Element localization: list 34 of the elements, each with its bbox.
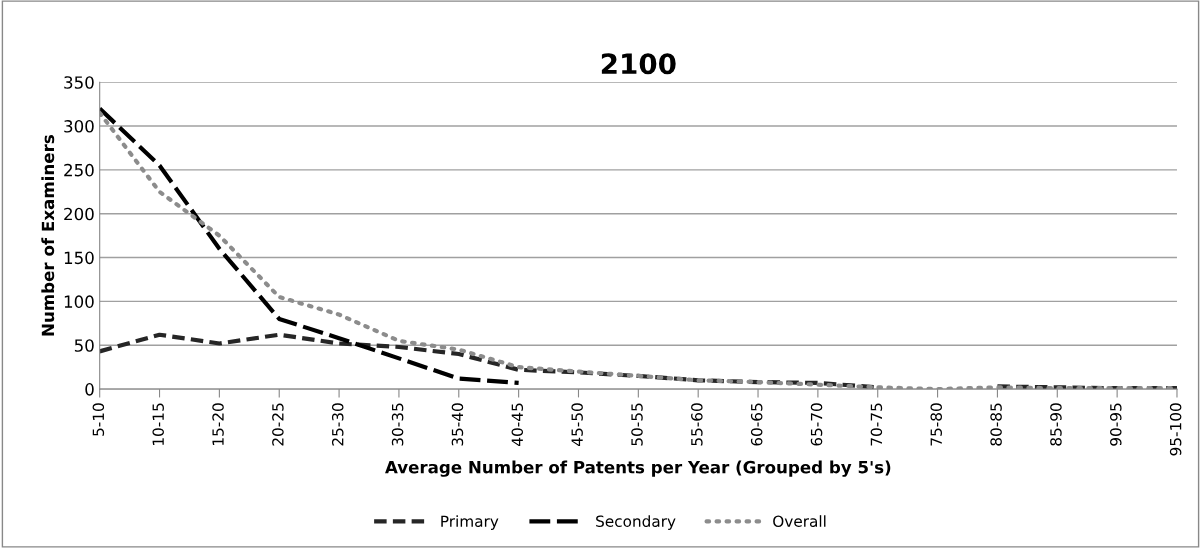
y-tick-label: 300 <box>64 120 94 133</box>
x-tick-label: 40-45 <box>511 403 524 446</box>
legend-label: Overall <box>773 515 826 527</box>
x-tick-label: 95-100 <box>1169 403 1182 456</box>
y-tick-label: 200 <box>64 207 94 221</box>
x-tick-label: 55-60 <box>691 403 703 446</box>
legend-label: Primary <box>441 515 499 530</box>
y-tick-label: 50 <box>74 339 94 352</box>
y-tick-label: 0 <box>85 383 94 396</box>
legend-label: Secondary <box>596 515 676 530</box>
x-tick-label: 60-65 <box>750 403 763 446</box>
x-tick-label: 75-80 <box>930 403 943 446</box>
y-tick-label: 100 <box>64 295 94 308</box>
x-tick-label: 70-75 <box>870 403 883 446</box>
x-tick-label: 30-35 <box>391 403 404 446</box>
x-tick-label: 15-20 <box>212 403 224 445</box>
x-axis-title: Average Number of Patents per Year (Grouped by 5's) <box>385 460 891 477</box>
x-tick-label: 90-95 <box>1110 403 1122 446</box>
x-tick-label: 65-70 <box>810 403 823 446</box>
x-tick-label: 10-15 <box>152 403 164 445</box>
x-tick-label: 80-85 <box>990 403 1002 446</box>
y-tick-label: 150 <box>64 251 94 265</box>
y-tick-label: 350 <box>64 76 94 89</box>
x-tick-label: 35-40 <box>451 403 464 446</box>
x-tick-label: 50-55 <box>631 403 643 446</box>
x-tick-label: 85-90 <box>1050 403 1062 446</box>
x-tick-label: 20-25 <box>272 403 284 446</box>
x-tick-label: 5-10 <box>92 403 105 436</box>
y-tick-label: 250 <box>64 163 94 177</box>
x-tick-label: 25-30 <box>331 403 344 446</box>
line-series <box>99 106 521 386</box>
y-axis-title: Number of Examiners <box>41 135 55 336</box>
chart-title: 2100 <box>601 53 676 75</box>
x-tick-label: 45-50 <box>571 403 583 446</box>
